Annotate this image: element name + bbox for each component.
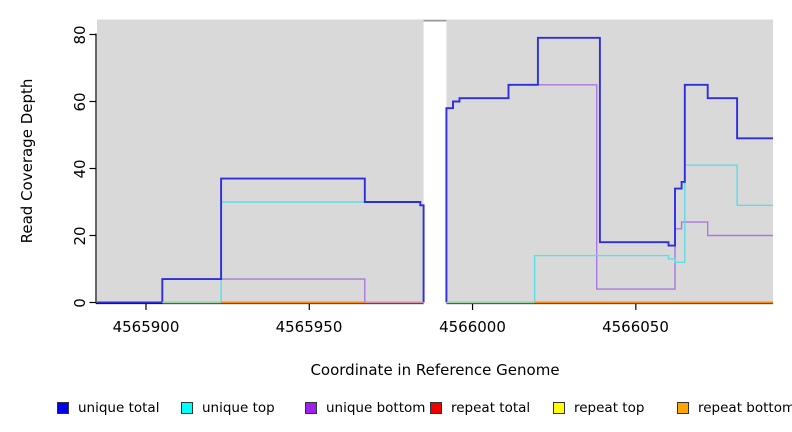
legend-item-unique-top: unique top bbox=[181, 401, 275, 415]
repeat-bottom-swatch-icon bbox=[677, 402, 689, 414]
y-tick-label-20: 20 bbox=[71, 225, 89, 246]
legend-label: repeat total bbox=[451, 400, 531, 416]
legend-label: unique total bbox=[78, 400, 160, 416]
legend-item-unique-total: unique total bbox=[57, 401, 159, 415]
y-tick-label-40: 40 bbox=[71, 158, 89, 179]
y-tick-label-60: 60 bbox=[71, 91, 89, 112]
unique-bottom-swatch-icon bbox=[305, 402, 317, 414]
series-line-unique-total bbox=[97, 177, 425, 304]
repeat-total-swatch-icon bbox=[430, 402, 442, 414]
legend-item-unique-bottom: unique bottom bbox=[305, 401, 425, 415]
y-axis-title: Read Coverage Depth bbox=[18, 78, 36, 244]
series-line-unique-total bbox=[445, 36, 773, 303]
unique-top-swatch-icon bbox=[181, 402, 193, 414]
no-data-gap-band bbox=[423, 20, 447, 305]
legend-label: unique top bbox=[202, 400, 275, 416]
x-axis-title: Coordinate in Reference Genome bbox=[310, 361, 560, 379]
y-tick-label-80: 80 bbox=[71, 24, 89, 45]
legend-item-repeat-bottom: repeat bottom bbox=[677, 401, 792, 415]
x-tick-label-4566000: 4566000 bbox=[439, 318, 506, 336]
legend-item-repeat-total: repeat total bbox=[430, 401, 530, 415]
legend-item-repeat-top: repeat top bbox=[553, 401, 644, 415]
x-tick-label-4565900: 4565900 bbox=[112, 318, 180, 336]
unique-total-swatch-icon bbox=[57, 402, 69, 414]
repeat-top-swatch-icon bbox=[553, 402, 565, 414]
legend-label: repeat bottom bbox=[698, 400, 792, 416]
series-line-unique-top bbox=[446, 164, 773, 304]
y-tick-label-0: 0 bbox=[71, 297, 89, 308]
legend-label: unique bottom bbox=[326, 400, 426, 416]
x-tick-label-4566050: 4566050 bbox=[602, 318, 669, 336]
legend-label: repeat top bbox=[574, 400, 645, 416]
x-tick-label-4565950: 4565950 bbox=[275, 318, 343, 336]
